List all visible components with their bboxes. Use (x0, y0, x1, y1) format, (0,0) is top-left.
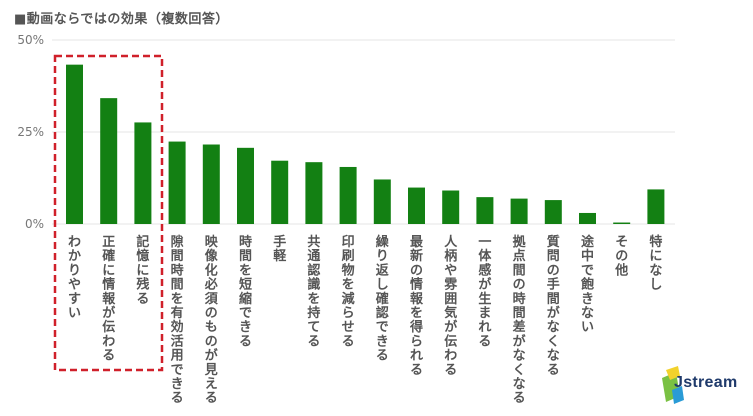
bar (442, 190, 460, 224)
highlight-box (53, 54, 164, 372)
y-tick-label: 0% (25, 217, 44, 231)
bar (202, 144, 220, 224)
chart-title: ■動画ならではの効果（複数回答） (14, 12, 229, 27)
bar (510, 198, 528, 224)
bar (613, 222, 631, 224)
bar (476, 197, 494, 224)
bar (408, 187, 425, 224)
jstream-logo: Jstream (660, 366, 746, 404)
category-label: 繰り返し確認できる (376, 234, 390, 364)
category-label: 時間を短縮できる (239, 234, 252, 349)
bars-layer (66, 64, 665, 224)
category-label: 一体感が生まれる (478, 235, 492, 349)
bar (544, 200, 562, 224)
category-label: 記憶に残る (135, 234, 149, 307)
bar (66, 64, 83, 224)
category-label: 拠点間の時間差がなくなる (513, 234, 527, 406)
category-label: わかりやすい (68, 235, 81, 321)
bar (305, 162, 323, 224)
category-label: 途中で飽きない (580, 234, 595, 335)
bar (271, 160, 289, 224)
category-labels: わかりやすい 正確に情報が伝わる 記憶に残る 隙間時間を有効活用できる 映像化必須のもの… (68, 234, 662, 406)
category-label: 共通認識を持てる (307, 234, 320, 349)
category-label: 質問の手間がなくなる (547, 234, 560, 378)
y-tick-label: 50% (17, 33, 44, 47)
category-label: 正確に情報が伝わる (102, 235, 116, 364)
bar (168, 141, 186, 224)
y-tick-label: 25% (17, 125, 44, 139)
logo-text: Jstream (674, 374, 738, 391)
bar (579, 212, 596, 224)
grid-layer: 50% 25% 0% (17, 33, 675, 231)
category-label: 映像化必須のものが見える (204, 234, 219, 406)
bar (339, 166, 357, 224)
bar (237, 147, 254, 224)
category-label: 印刷物を減らせる (342, 235, 355, 349)
category-label: 人柄や雰囲気が伝わる (444, 234, 458, 378)
category-label: その他 (614, 235, 628, 278)
bar (100, 98, 118, 224)
category-label: 手軽 (273, 234, 287, 264)
bar (647, 189, 665, 224)
bar (134, 122, 152, 224)
logo-mark-icon (662, 366, 684, 404)
category-label: 特になし (649, 234, 662, 293)
category-label: 最新の情報を得られる (409, 235, 424, 378)
bar (373, 179, 391, 224)
category-label: 隙間時間を有効活用できる (170, 234, 184, 406)
